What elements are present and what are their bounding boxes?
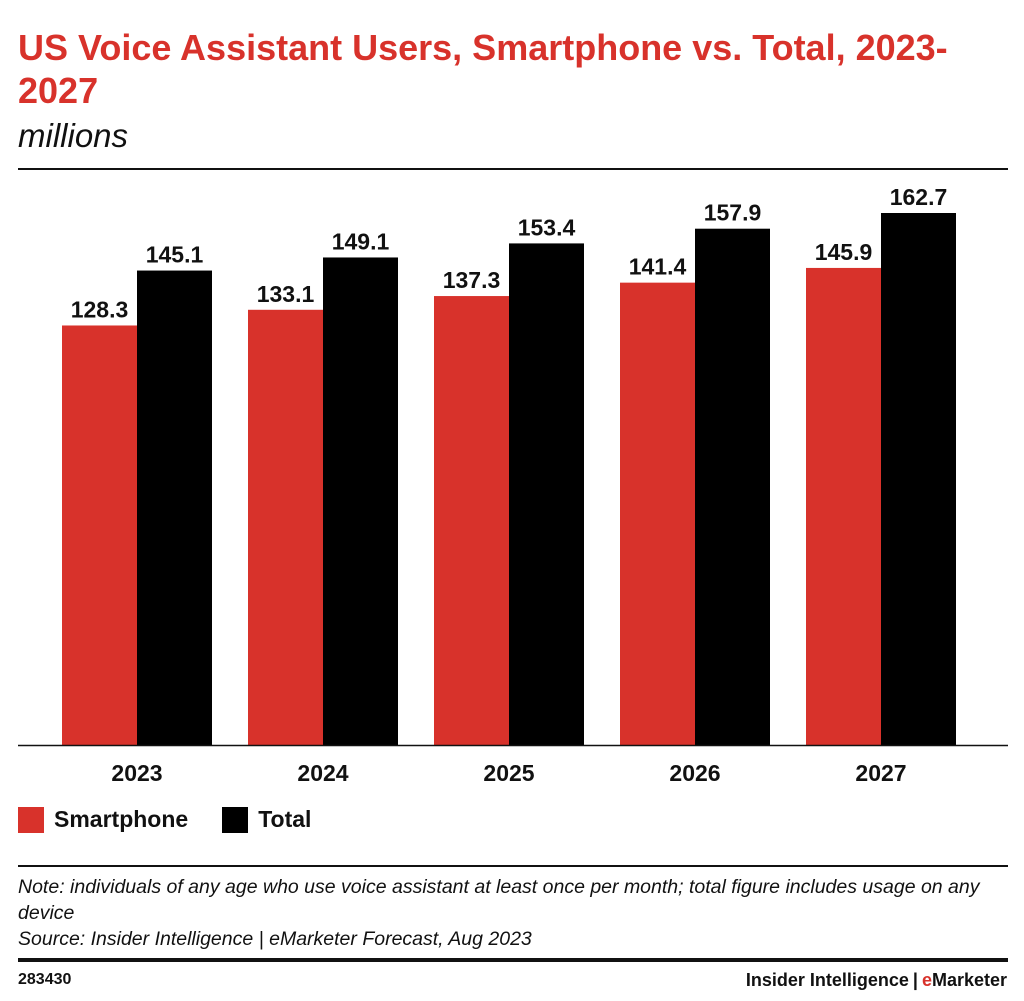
bar-total-2027 xyxy=(881,213,956,745)
data-label-smartphone-2023: 128.3 xyxy=(71,296,129,322)
data-label-total-2027: 162.7 xyxy=(890,184,948,210)
brand-marketer: Marketer xyxy=(931,970,1007,990)
note-text: Note: individuals of any age who use voi… xyxy=(18,876,980,924)
chart-id: 283430 xyxy=(18,971,72,988)
data-label-smartphone-2027: 145.9 xyxy=(815,239,873,265)
chart-legend: Smartphone Total xyxy=(18,806,345,833)
bar-total-2026 xyxy=(695,228,770,746)
data-label-smartphone-2025: 137.3 xyxy=(443,267,501,293)
chart-subtitle: millions xyxy=(18,117,129,154)
source-text: Source: Insider Intelligence | eMarketer… xyxy=(18,928,532,950)
brand-logo: Insider Intelligence | eMarketer xyxy=(746,970,1007,991)
footer-divider xyxy=(18,958,1008,962)
chart-title: US Voice Assistant Users, Smartphone vs.… xyxy=(18,27,948,111)
top-divider xyxy=(18,168,1008,170)
bar-total-2023 xyxy=(137,270,212,745)
brand-separator: | xyxy=(912,970,918,990)
bar-smartphone-2025 xyxy=(434,296,509,745)
legend-label-total: Total xyxy=(258,806,312,832)
brand-name: Insider Intelligence xyxy=(745,970,909,990)
data-label-total-2026: 157.9 xyxy=(704,200,762,226)
bar-smartphone-2024 xyxy=(248,309,323,745)
legend-label-smartphone: Smartphone xyxy=(54,806,189,832)
x-tick-label-2024: 2024 xyxy=(297,760,348,786)
bar-total-2024 xyxy=(323,257,398,745)
legend-item-total: Total xyxy=(222,806,311,833)
bar-smartphone-2027 xyxy=(806,267,881,745)
bar-total-2025 xyxy=(509,243,584,745)
notes-divider xyxy=(18,865,1008,867)
data-label-total-2024: 149.1 xyxy=(332,228,390,254)
x-tick-label-2025: 2025 xyxy=(483,760,534,786)
x-tick-label-2023: 2023 xyxy=(111,760,162,786)
data-label-total-2025: 153.4 xyxy=(518,214,576,240)
legend-swatch-smartphone xyxy=(18,806,44,833)
legend-swatch-total xyxy=(222,806,249,833)
brand-e-letter: e xyxy=(921,970,932,990)
bar-smartphone-2023 xyxy=(62,325,137,745)
x-tick-label-2027: 2027 xyxy=(855,760,906,786)
bar-smartphone-2026 xyxy=(620,282,695,745)
x-tick-label-2026: 2026 xyxy=(669,760,720,786)
chart-notes: Note: individuals of any age who use voi… xyxy=(18,874,1003,952)
bar-chart: 128.3 145.1 2023 133.1 149.1 2024 137.3 153.4 20… xyxy=(18,184,1008,786)
data-label-smartphone-2024: 133.1 xyxy=(257,281,315,307)
legend-item-smartphone: Smartphone xyxy=(18,806,188,833)
data-label-smartphone-2026: 141.4 xyxy=(629,254,687,280)
data-label-total-2023: 145.1 xyxy=(146,242,204,268)
